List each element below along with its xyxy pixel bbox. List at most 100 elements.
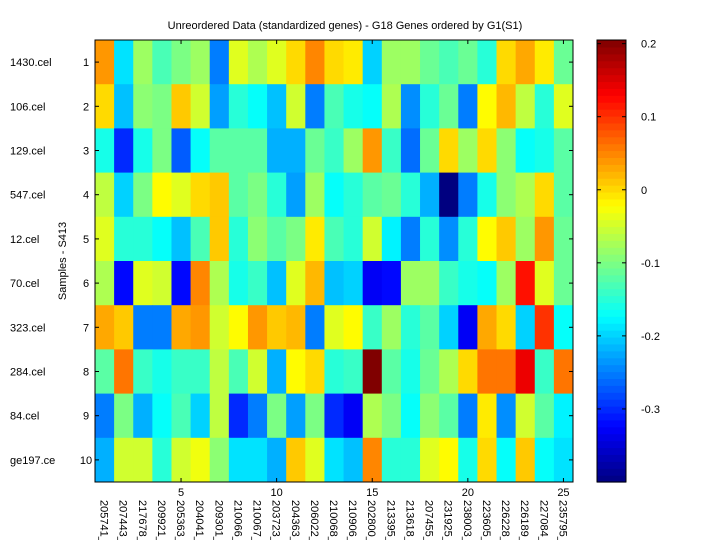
y-tick-label: 6 xyxy=(83,278,89,290)
heatmap-cell xyxy=(152,349,172,395)
heatmap-cell xyxy=(190,437,211,483)
heatmap-cell xyxy=(496,261,517,306)
heatmap-cell xyxy=(400,437,421,483)
colorbar-segment xyxy=(597,46,626,55)
heatmap-cell xyxy=(439,84,459,129)
heatmap-cell xyxy=(362,393,383,439)
heatmap-cell xyxy=(324,172,345,218)
column-label: 209921_ xyxy=(155,500,167,540)
heatmap-cell xyxy=(171,216,192,262)
colorbar-segment xyxy=(597,233,626,241)
heatmap-cell xyxy=(152,84,172,129)
heatmap-cell xyxy=(343,84,364,129)
heatmap-cell xyxy=(305,216,325,262)
colorbar-segment xyxy=(597,143,626,152)
heatmap-cell xyxy=(305,40,325,85)
heatmap-cell xyxy=(439,349,459,395)
heatmap-cell xyxy=(114,349,134,395)
heatmap-cell xyxy=(228,393,249,439)
heatmap-cell xyxy=(95,172,115,218)
heatmap-cell xyxy=(267,84,287,129)
heatmap-cell xyxy=(267,393,287,439)
heatmap-cell xyxy=(420,393,440,439)
heatmap-cell xyxy=(439,128,459,174)
heatmap-cell xyxy=(381,128,402,174)
column-label: 202800_ xyxy=(365,500,377,540)
heatmap-cell xyxy=(362,84,383,129)
heatmap-cell xyxy=(343,437,364,483)
heatmap-cell xyxy=(496,172,517,218)
heatmap-cell xyxy=(553,216,574,262)
colorbar-tick-label: -0.3 xyxy=(641,404,660,416)
heatmap-cell xyxy=(439,261,459,306)
heatmap-cell xyxy=(247,84,268,129)
heatmap-cell xyxy=(400,393,421,439)
colorbar-segment xyxy=(597,115,626,124)
heatmap-cell xyxy=(534,216,555,262)
heatmap-cell xyxy=(515,216,536,262)
column-label: 210068_ xyxy=(327,500,339,540)
heatmap-cell xyxy=(381,40,402,85)
heatmap-cell xyxy=(553,84,574,129)
heatmap-cell xyxy=(95,216,115,262)
y-tick-label: 3 xyxy=(83,146,89,158)
colorbar-segment xyxy=(597,178,626,186)
colorbar-segment xyxy=(597,412,626,421)
colorbar-tick-label: -0.2 xyxy=(641,331,660,343)
heatmap-cell xyxy=(133,349,153,395)
column-label: 210906_ xyxy=(346,500,358,540)
chart-title: Unreordered Data (standardized genes) - … xyxy=(168,20,523,32)
heatmap-cell xyxy=(420,172,440,218)
heatmap-cell xyxy=(458,437,478,483)
row-label: 70.cel xyxy=(10,278,39,290)
colorbar-segment xyxy=(597,288,626,297)
heatmap-cell xyxy=(400,84,421,129)
colorbar-segment xyxy=(597,88,626,96)
heatmap-cell xyxy=(324,349,345,395)
heatmap-cell xyxy=(381,172,402,218)
x-tick-label: 5 xyxy=(178,487,184,499)
heatmap-cell xyxy=(267,40,287,85)
heatmap-cell xyxy=(343,172,364,218)
heatmap-cell xyxy=(381,437,402,483)
heatmap-cell xyxy=(420,84,440,129)
heatmap-cell xyxy=(228,84,249,129)
heatmap-cell xyxy=(553,261,574,306)
heatmap-cell xyxy=(515,261,536,306)
colorbar-segment xyxy=(597,440,626,449)
heatmap-cell xyxy=(190,261,211,306)
y-tick-label: 4 xyxy=(83,190,89,202)
colorbar-segment xyxy=(597,150,626,159)
heatmap-cell xyxy=(114,393,134,439)
colorbar-segment xyxy=(597,226,626,234)
heatmap-cell xyxy=(477,349,498,395)
heatmap-cell xyxy=(171,349,192,395)
heatmap-cell xyxy=(95,393,115,439)
colorbar-segment xyxy=(597,447,626,455)
heatmap-cell xyxy=(228,437,249,483)
heatmap-cell xyxy=(114,216,134,262)
heatmap-cell xyxy=(553,437,574,483)
colorbar: 0.2 0.1 0 -0.1 -0.2 -0.3 xyxy=(596,39,660,483)
colorbar-frame xyxy=(596,39,627,483)
heatmap-cell xyxy=(133,437,153,483)
heatmap-cell xyxy=(324,216,345,262)
heatmap-cell xyxy=(515,393,536,439)
colorbar-segment xyxy=(597,426,626,435)
x-tick-label: 10 xyxy=(271,487,283,499)
heatmap-cell xyxy=(247,172,268,218)
y-tick-label: 8 xyxy=(83,367,89,379)
heatmap-cell xyxy=(400,305,421,350)
heatmap-cell xyxy=(458,128,478,174)
heatmap-cell xyxy=(190,128,211,174)
heatmap-cell xyxy=(343,261,364,306)
colorbar-segment xyxy=(597,461,626,469)
heatmap-cell xyxy=(324,84,345,129)
heatmap-cell xyxy=(534,40,555,85)
heatmap-cell xyxy=(190,393,211,439)
heatmap-cell xyxy=(190,40,211,85)
heatmap-cell xyxy=(209,40,230,85)
heatmap-cell xyxy=(496,128,517,174)
heatmap-cell xyxy=(228,40,249,85)
heatmap-cell xyxy=(209,172,230,218)
